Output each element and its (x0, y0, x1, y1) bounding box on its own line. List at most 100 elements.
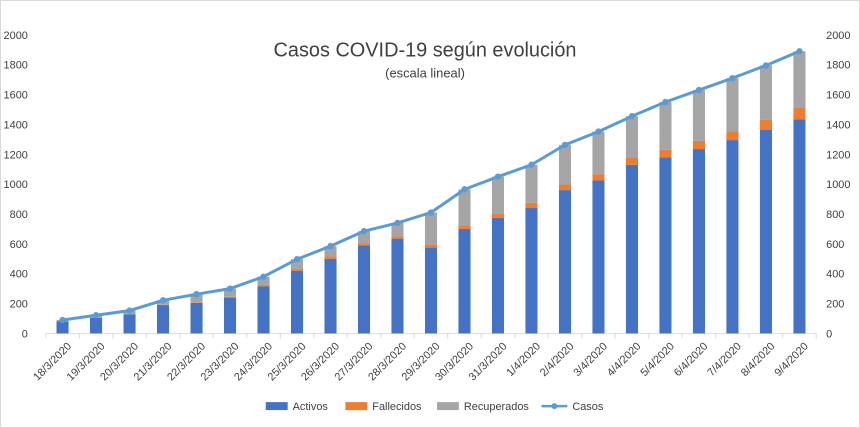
bar-activos (223, 297, 237, 334)
cases-point (796, 48, 803, 55)
y-tick-label: 1200 (4, 149, 28, 161)
bar-fallecidos (257, 284, 270, 287)
bar-fallecidos (525, 202, 538, 209)
cases-point (260, 273, 267, 280)
cases-point (360, 227, 368, 235)
bar-activos (56, 321, 69, 334)
bar-recuperados (726, 78, 739, 132)
bar-fallecidos (659, 149, 672, 158)
legend-label: Casos (572, 401, 604, 413)
bar-fallecidos (793, 107, 806, 120)
bar-recuperados (223, 288, 237, 297)
cases-point (662, 98, 669, 106)
y-tick-label: 800 (10, 209, 28, 221)
y-tick-label: 1600 (4, 90, 28, 102)
bar-recuperados (290, 259, 304, 269)
bar-fallecidos (357, 243, 371, 246)
bar-activos (592, 180, 605, 334)
bar-fallecidos (290, 268, 304, 271)
bar-recuperados (659, 102, 672, 150)
bar-activos (391, 238, 404, 334)
x-tick-label: 2/4/2020 (538, 340, 577, 379)
bar-fallecidos (692, 140, 705, 150)
y2-tick-label: 2000 (826, 30, 850, 42)
bar-activos (123, 314, 136, 334)
legend-label: Recuperados (464, 401, 530, 413)
chart-title: Casos COVID-19 según evolución (274, 40, 577, 62)
bar-fallecidos (458, 225, 471, 229)
bar-recuperados (424, 212, 438, 245)
y-tick-label: 1000 (4, 179, 28, 191)
bar-fallecidos (759, 119, 772, 130)
bar-activos (290, 270, 304, 334)
cases-point (159, 297, 167, 304)
bar-recuperados (324, 246, 337, 257)
y-tick-label: 2000 (4, 30, 28, 42)
cases-point (59, 316, 66, 324)
cases-point (762, 62, 770, 69)
chart-subtitle: (escala lineal) (385, 66, 465, 81)
cases-point (494, 173, 502, 180)
bar-activos (659, 157, 672, 334)
bar-recuperados (190, 294, 203, 303)
x-tick-label: 6/4/2020 (672, 340, 711, 379)
bars (56, 51, 806, 334)
bar-fallecidos (625, 158, 638, 165)
y-tick-label: 1400 (4, 119, 28, 131)
bar-activos (491, 217, 505, 334)
cases-point (427, 209, 435, 216)
bar-recuperados (257, 276, 270, 285)
cases-point (226, 285, 234, 292)
cases-point (394, 219, 401, 227)
bar-recuperados (793, 51, 806, 108)
bar-recuperados (525, 164, 538, 203)
bar-activos (157, 305, 170, 334)
bar-recuperados (357, 231, 371, 244)
y-tick-label: 600 (10, 239, 28, 251)
y-tick-label: 400 (10, 269, 28, 281)
bar-fallecidos (324, 256, 337, 259)
bar-activos (424, 247, 438, 334)
legend-label: Fallecidos (372, 401, 422, 413)
bar-recuperados (759, 65, 772, 120)
legend-swatch (436, 402, 459, 411)
y2-tick-label: 1600 (826, 90, 850, 102)
bar-activos (759, 129, 772, 334)
y2-tick-label: 200 (826, 299, 844, 311)
legend-swatch (345, 402, 368, 411)
bar-fallecidos (424, 244, 438, 248)
bar-recuperados (692, 90, 705, 141)
cases-point (92, 312, 100, 319)
y-tick-label: 200 (10, 299, 28, 311)
bar-fallecidos (491, 213, 505, 218)
cases-point (628, 113, 636, 120)
y-tick-label: 0 (22, 328, 28, 340)
cases-point (461, 186, 468, 193)
x-tick-label: 3/4/2020 (571, 340, 610, 379)
bar-fallecidos (592, 174, 605, 181)
y-tick-label: 1800 (4, 60, 28, 72)
x-tick-label: 8/4/2020 (739, 340, 778, 379)
bar-fallecidos (391, 236, 404, 239)
x-tick-label: 9/4/2020 (772, 340, 811, 379)
y2-tick-label: 400 (826, 269, 844, 281)
bar-recuperados (592, 131, 605, 175)
bar-activos (793, 119, 806, 334)
bar-recuperados (491, 176, 505, 214)
bar-fallecidos (726, 131, 739, 141)
y2-tick-label: 1800 (826, 60, 850, 72)
x-tick-label: 5/4/2020 (638, 340, 677, 379)
y2-tick-label: 800 (826, 209, 844, 221)
legend: Activos Fallecidos Recuperados Casos (265, 401, 604, 413)
y2-tick-label: 1000 (826, 179, 850, 191)
cases-point (595, 128, 602, 135)
bar-recuperados (458, 189, 471, 226)
x-tick-label: 1/4/2020 (504, 340, 543, 379)
cases-point (193, 290, 200, 298)
bar-recuperados (558, 144, 572, 185)
cases-point (126, 307, 133, 314)
x-tick-label: 7/4/2020 (705, 340, 744, 379)
bar-activos (525, 208, 538, 334)
bar-activos (257, 286, 270, 334)
